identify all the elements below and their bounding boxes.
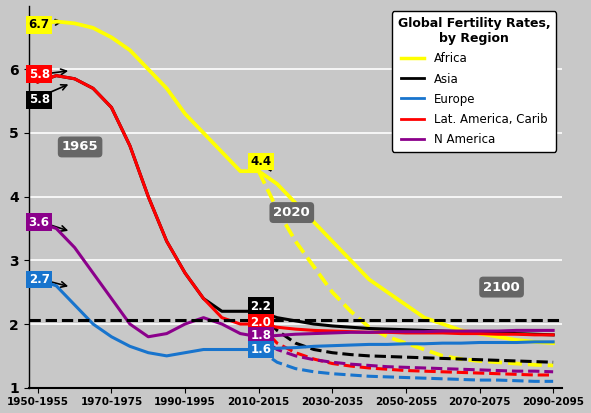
Text: 2.0: 2.0: [251, 316, 271, 329]
Text: 1.8: 1.8: [251, 329, 271, 342]
Text: 2020: 2020: [274, 206, 310, 219]
Text: 4.4: 4.4: [251, 155, 271, 168]
Text: 3.6: 3.6: [28, 216, 50, 229]
Text: 5.8: 5.8: [28, 68, 50, 81]
Text: 1.6: 1.6: [251, 343, 271, 356]
Text: 2100: 2100: [483, 280, 520, 294]
Text: 6.7: 6.7: [28, 18, 50, 31]
Text: 1965: 1965: [62, 140, 99, 154]
Text: 5.8: 5.8: [28, 93, 50, 106]
Text: 2.2: 2.2: [251, 300, 271, 313]
Text: 2.7: 2.7: [28, 273, 50, 286]
Legend: Africa, Asia, Europe, Lat. America, Carib, N America: Africa, Asia, Europe, Lat. America, Cari…: [392, 12, 557, 152]
